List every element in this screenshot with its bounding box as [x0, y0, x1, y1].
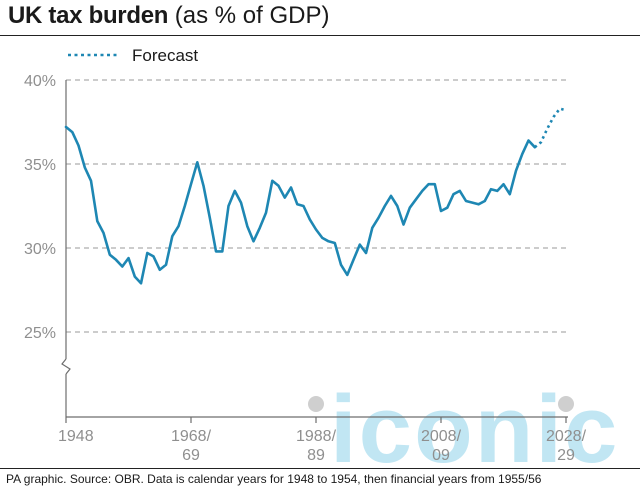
y-axis-break	[61, 358, 71, 375]
legend-forecast-label: Forecast	[132, 46, 198, 65]
x-tick-label-2008: 2008/	[421, 428, 462, 445]
x-tick-label-1988-line2: 89	[307, 447, 325, 464]
axis-marker-1988	[308, 396, 324, 412]
axis-layer: 25% 30% 35% 40% 1948 1968/69 1988/89 2008/09 202…	[24, 73, 587, 464]
chart-title: UK tax burden (as % of GDP)	[8, 2, 330, 34]
y-tick-label-35: 35%	[24, 157, 56, 174]
x-tick-label-2028-line2: 29	[557, 447, 575, 464]
y-tick-label-40: 40%	[24, 73, 56, 90]
x-tick-label-1968-line2: 69	[182, 447, 200, 464]
legend: Forecast	[68, 46, 198, 65]
footer-rule	[0, 468, 640, 469]
series-actual-line	[64, 125, 537, 285]
watermark-text: iconic	[330, 376, 619, 468]
line-layer	[64, 107, 567, 285]
watermark-layer: iconic	[330, 376, 619, 468]
x-tick-label-1968: 1968/	[171, 428, 212, 445]
x-tick-label-2028: 2028/	[546, 428, 587, 445]
grid-layer	[66, 79, 568, 333]
x-tick-label-1948: 1948	[58, 428, 94, 445]
series-forecast-line	[533, 107, 567, 149]
axis-marker-2028	[558, 396, 574, 412]
source-note: PA graphic. Source: OBR. Data is calenda…	[6, 472, 542, 486]
x-tick-label-2008-line2: 09	[432, 447, 450, 464]
line-chart: iconic 25% 30% 35% 40% 1948 1968/69 1988/89 200…	[24, 46, 619, 468]
chart-title-bold: UK tax burden	[8, 2, 169, 29]
x-tick-label-1988: 1988/	[296, 428, 337, 445]
y-tick-label-25: 25%	[24, 325, 56, 342]
chart-title-unit: (as % of GDP)	[168, 2, 330, 29]
y-tick-label-30: 30%	[24, 241, 56, 258]
header-rule	[0, 35, 640, 36]
